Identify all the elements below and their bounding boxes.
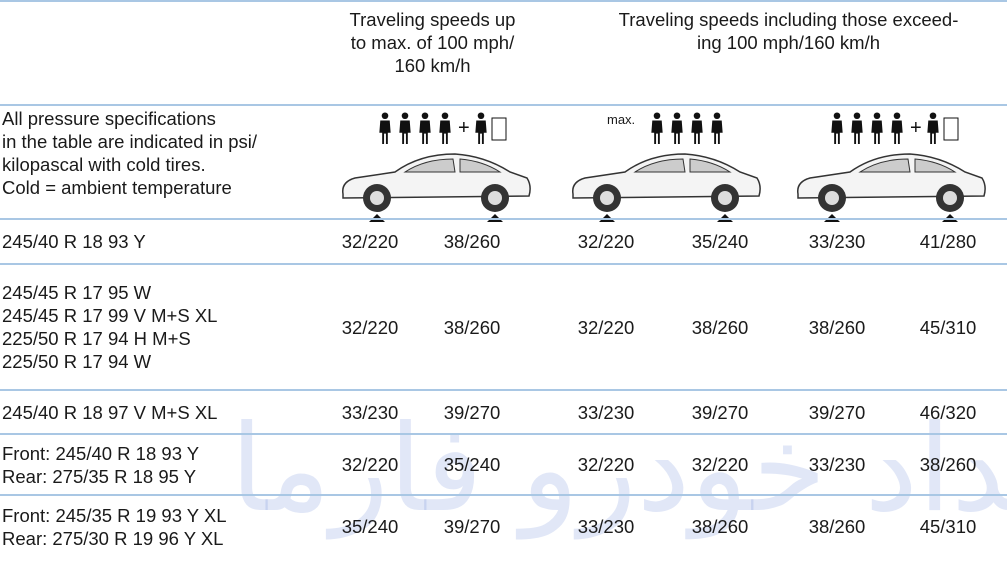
note-line: kilopascal with cold tires. <box>2 154 206 175</box>
tire-size: 245/45 R 17 95 W <box>2 282 152 303</box>
tire-size: Rear: 275/30 R 19 96 Y XL <box>2 527 224 549</box>
icon-label: max. <box>607 112 636 127</box>
tire-size: 245/45 R 17 99 V M+S XL <box>2 305 218 326</box>
pressure-value: 32/220 <box>341 454 399 475</box>
tire-size: Rear: 275/35 R 18 95 Y <box>2 465 197 487</box>
pressure-value: 38/260 <box>808 316 866 338</box>
svg-text:+: + <box>910 117 922 139</box>
column-header: ing 100 mph/160 km/h <box>696 32 881 53</box>
pressure-value: 38/260 <box>808 516 866 537</box>
column-header: 160 km/h <box>394 55 471 76</box>
pressure-value: 32/220 <box>577 454 635 475</box>
note-line: Cold = ambient temperature <box>2 177 232 198</box>
note-line: All pressure specifications <box>2 108 216 129</box>
row-divider <box>0 218 1007 220</box>
pressure-value: 39/270 <box>443 401 501 423</box>
column-header: Traveling speeds including those exceed- <box>618 9 959 30</box>
tire-size: 245/40 R 18 93 Y <box>2 231 146 252</box>
pressure-value: 32/220 <box>341 231 399 252</box>
pressure-value: 35/240 <box>691 231 749 252</box>
row-divider <box>0 104 1007 106</box>
pressure-value: 33/230 <box>808 454 866 475</box>
row-divider <box>0 389 1007 391</box>
pressure-value: 38/260 <box>443 231 501 252</box>
row-divider <box>0 263 1007 265</box>
pressure-value: 33/230 <box>577 401 635 423</box>
pressure-value: 38/260 <box>919 454 977 475</box>
pressure-value: 38/260 <box>691 516 749 537</box>
row-divider <box>0 433 1007 435</box>
pressure-value: 38/260 <box>443 316 501 338</box>
pressure-value: 33/230 <box>341 401 399 423</box>
pressure-value: 41/280 <box>919 231 977 252</box>
pressure-value: 32/220 <box>691 454 749 475</box>
row-divider <box>0 494 1007 496</box>
pressure-value: 32/220 <box>341 316 399 338</box>
svg-text:+: + <box>458 117 470 139</box>
pressure-value: 39/270 <box>443 516 501 537</box>
tire-size: 245/40 R 18 97 V M+S XL <box>2 401 218 423</box>
pressure-value: 38/260 <box>691 316 749 338</box>
pressure-value: 39/270 <box>808 401 866 423</box>
pressure-value: 33/230 <box>577 516 635 537</box>
column-header: Traveling speeds up <box>349 9 516 30</box>
tire-size: Front: 245/40 R 18 93 Y <box>2 442 200 464</box>
pressure-value: 35/240 <box>341 516 399 537</box>
row-divider <box>0 0 1007 2</box>
tire-size: 225/50 R 17 94 H M+S <box>2 328 191 349</box>
column-header: to max. of 100 mph/ <box>350 32 515 53</box>
pressure-value: 33/230 <box>808 231 866 252</box>
pressure-value: 39/270 <box>691 401 749 423</box>
pressure-value: 32/220 <box>577 231 635 252</box>
tire-size: 225/50 R 17 94 W <box>2 351 152 372</box>
tire-size: Front: 245/35 R 19 93 Y XL <box>2 504 227 526</box>
pressure-value: 46/320 <box>919 401 977 423</box>
pressure-value: 32/220 <box>577 316 635 338</box>
pressure-value: 45/310 <box>919 316 977 338</box>
pressure-value: 35/240 <box>443 454 501 475</box>
pressure-value: 45/310 <box>919 516 977 537</box>
note-line: in the table are indicated in psi/ <box>2 131 258 152</box>
